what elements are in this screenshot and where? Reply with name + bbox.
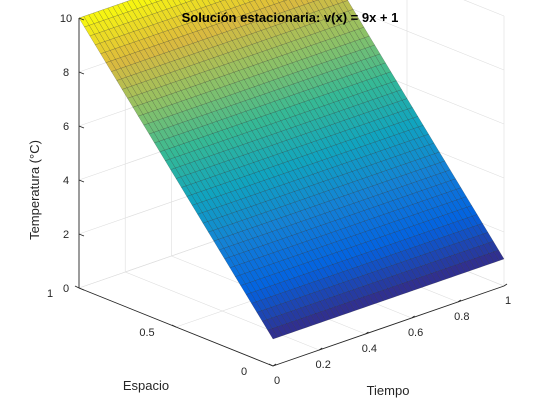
surface-cell [190, 0, 202, 10]
gridline-y-floor-1 [125, 271, 320, 351]
surface-cell [329, 0, 339, 6]
surface-cell [341, 0, 348, 3]
surface-cell [178, 0, 187, 5]
surface-cell [131, 0, 143, 9]
surface-cell [161, 0, 172, 10]
y-tick-label-2: 0.4 [362, 343, 377, 355]
surface-mesh [78, 0, 505, 340]
y-tick-mark-3 [411, 315, 415, 319]
x-tick-label-1: 0.5 [139, 327, 154, 339]
surface-cell [265, 0, 275, 7]
surface-cell [225, 0, 236, 9]
z-tick-label-0: 0 [63, 283, 69, 295]
surface-cell [306, 0, 314, 4]
x-tick-mark-0 [268, 363, 274, 367]
surface-cell [283, 0, 295, 10]
surface-cell [166, 0, 177, 8]
z-tick-label-4: 8 [63, 67, 69, 79]
surface-cell [335, 0, 344, 4]
chart-title: Solución estacionaria: v(x) = 9x + 1 [182, 10, 399, 25]
y-tick-mark-5 [503, 283, 508, 287]
surface-cell [172, 0, 182, 6]
y-tick-label-3: 0.6 [408, 327, 423, 339]
surface-cell [236, 0, 246, 6]
gridline-z-right-5 [463, 0, 505, 17]
y-tick-mark-1 [318, 347, 323, 351]
surface-cell [283, 0, 288, 2]
surface-cell [219, 0, 225, 2]
surface-cell [207, 0, 216, 5]
z-tick-mark-2 [78, 179, 85, 183]
y-tick-mark-2 [365, 331, 369, 335]
z-tick-mark-4 [78, 71, 85, 75]
y-axis-label: Tiempo [367, 383, 410, 398]
surface-cell [248, 0, 255, 3]
surface-cell [242, 0, 250, 4]
z-axis-label: Temperatura (°C) [27, 140, 42, 240]
x-tick-label-2: 1 [47, 288, 53, 300]
surface-cell [312, 0, 319, 2]
z-tick-label-2: 4 [63, 175, 69, 187]
y-axis-line [272, 285, 505, 367]
y-tick-label-1: 0.2 [316, 359, 331, 371]
x-tick-mark-1 [171, 324, 177, 328]
z-tick-label-3: 6 [63, 121, 69, 133]
axis-lines [74, 17, 508, 367]
y-tick-label-4: 0.8 [454, 311, 469, 323]
y-tick-label-5: 1 [505, 295, 511, 307]
surface-cell [271, 0, 280, 5]
surface-cell [149, 0, 157, 4]
surface-cell [143, 0, 152, 6]
z-tick-mark-3 [78, 125, 85, 129]
z-tick-label-1: 2 [63, 229, 69, 241]
x-axis-label: Espacio [123, 378, 169, 393]
surface-cell [220, 0, 231, 11]
x-tick-label-0: 0 [241, 366, 247, 378]
surface-cell [196, 0, 207, 9]
surface-cell [126, 0, 138, 11]
z-tick-mark-5 [78, 17, 85, 21]
surface-cell [201, 0, 211, 7]
surface-cell [289, 0, 300, 9]
z-tick-label-5: 10 [60, 13, 72, 25]
surface-cell [213, 0, 221, 4]
surface-cell [277, 0, 285, 3]
surface-cell [184, 0, 192, 3]
surface-cell [190, 0, 194, 1]
surface-cell [155, 0, 162, 3]
surface-cell [318, 0, 329, 9]
surface-cell [294, 0, 305, 7]
surface-cell [300, 0, 309, 5]
z-tick-mark-0 [78, 287, 85, 291]
y-tick-label-0: 0 [274, 375, 280, 387]
surface-cell [313, 0, 324, 11]
x-tick-mark-2 [74, 285, 80, 289]
surface-cell [254, 0, 265, 10]
y-tick-mark-0 [272, 363, 277, 367]
surface-cell [260, 0, 270, 8]
y-tick-mark-4 [457, 299, 462, 303]
z-tick-mark-1 [78, 233, 85, 237]
